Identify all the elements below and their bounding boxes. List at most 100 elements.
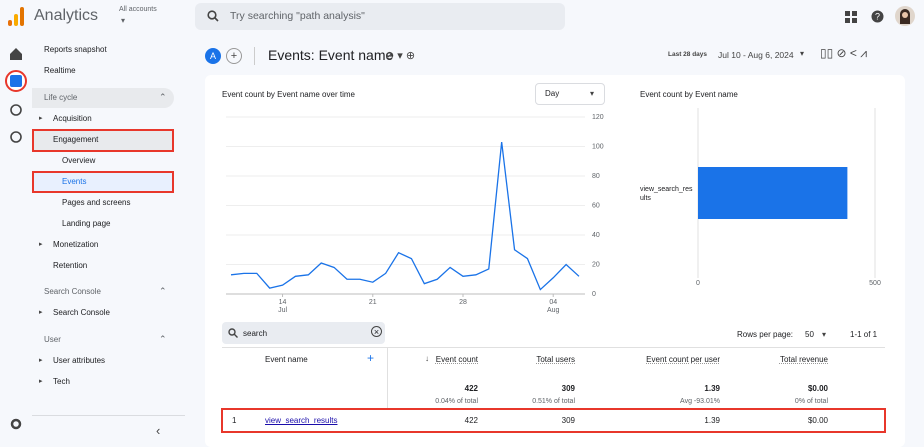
nav-item[interactable]: Retention (53, 261, 88, 270)
svg-text:?: ? (875, 11, 880, 21)
granularity-dropdown[interactable] (535, 83, 605, 105)
table-search[interactable] (222, 322, 385, 344)
nav-item[interactable]: Realtime (44, 66, 76, 75)
nav-item[interactable]: Reports snapshot (44, 45, 107, 54)
row-index: 1 (232, 416, 237, 425)
search-placeholder: Try searching "path analysis" (230, 10, 365, 22)
home-icon[interactable] (10, 48, 22, 60)
rows-caret[interactable]: ▾ (822, 330, 827, 339)
section-header: Search Console (44, 287, 101, 296)
y-tick-label: 80 (592, 173, 600, 180)
dropdown-caret[interactable]: ▾ (590, 89, 595, 98)
title-icons[interactable]: ⊘ ▾ ⊕ (385, 50, 416, 62)
nav-item[interactable]: Tech (53, 377, 70, 386)
add-dimension[interactable]: + (367, 351, 375, 365)
cell: 1.39 (704, 416, 720, 425)
pagination: 1-1 of 1 (850, 330, 878, 339)
table-search-text[interactable]: search (243, 329, 268, 338)
toolbar-icons[interactable]: ▯▯ ⊘ < ⩘ (820, 46, 868, 60)
nav-item[interactable]: User attributes (53, 356, 106, 365)
comparison-avatar[interactable]: A (205, 48, 221, 64)
x-tick-label: 21 (369, 299, 377, 306)
total-note: 0.04% of total (435, 398, 478, 405)
search-box[interactable] (195, 3, 565, 30)
y-tick-label: 40 (592, 232, 600, 239)
total-note: 0.51% of total (532, 398, 575, 405)
section-caret: ⌃ (159, 92, 167, 102)
account-selector[interactable]: All accounts (119, 6, 157, 13)
nav-selected-bg (34, 173, 172, 192)
column-header[interactable]: Event name (265, 355, 308, 364)
nav-item[interactable]: Search Console (53, 308, 110, 317)
nav-item[interactable]: Landing page (62, 219, 111, 228)
x-tick-label: 28 (459, 299, 467, 306)
total-value: 422 (464, 384, 478, 393)
line-series (230, 141, 580, 291)
rows-per-page-label: Rows per page: (737, 330, 794, 339)
cell: 309 (561, 416, 575, 425)
granularity-value[interactable]: Day (545, 89, 560, 98)
report-card (205, 75, 905, 447)
nav-arrow: ▸ (39, 309, 43, 316)
table-rule (387, 347, 388, 409)
add-comparison[interactable]: + (226, 48, 242, 64)
section-caret: ⌃ (159, 286, 167, 296)
x-tick-label: 04 (549, 299, 557, 306)
highlight-row (221, 408, 886, 433)
y-tick-label: 0 (592, 291, 596, 298)
line-chart-title: Event count by Event name over time (222, 90, 355, 99)
y-tick-label: 120 (592, 114, 604, 121)
nav-arrow: ▸ (39, 357, 43, 364)
nav-arrow: ▸ (39, 115, 43, 122)
divider (254, 47, 255, 65)
column-header[interactable]: Total users (536, 355, 575, 364)
section-header: User (44, 335, 61, 344)
column-header[interactable]: Total revenue (779, 355, 828, 364)
section-caret: ⌃ (159, 334, 167, 344)
bar (698, 167, 848, 219)
search-icon (207, 10, 219, 22)
date-range[interactable]: Jul 10 - Aug 6, 2024 (718, 50, 794, 60)
reports-icon[interactable] (10, 75, 22, 87)
logo (8, 7, 24, 26)
nav-item[interactable]: Acquisition (53, 114, 92, 123)
help-icon[interactable]: ? (871, 10, 884, 23)
column-header[interactable]: Event count per user (646, 355, 720, 364)
nav-arrow: ▸ (39, 241, 43, 248)
nav-item[interactable]: Overview (62, 156, 96, 165)
advertising-icon[interactable] (10, 131, 22, 143)
column-header[interactable]: Event count (435, 355, 478, 364)
sort-arrow: ↓ (425, 354, 429, 363)
section-header: Life cycle (44, 93, 78, 102)
date-caret[interactable]: ▾ (800, 49, 805, 58)
nav-item[interactable]: Pages and screens (62, 198, 131, 207)
nav-item[interactable]: Events (62, 177, 87, 186)
x-tick-month: Jul (278, 307, 287, 314)
profile-avatar[interactable] (895, 6, 915, 26)
apps-icon[interactable] (845, 11, 857, 23)
x-tick-label: 500 (869, 280, 881, 287)
x-tick-label: 14 (279, 299, 287, 306)
bar-category-label: view_search_results (640, 186, 693, 202)
explore-icon[interactable] (10, 104, 22, 116)
table-search-icon (228, 328, 238, 338)
settings-icon[interactable] (10, 418, 22, 430)
highlight-events (32, 171, 174, 193)
clear-search[interactable]: × (371, 326, 382, 337)
total-value: 309 (561, 384, 575, 393)
bar-chart-title: Event count by Event name (640, 90, 738, 99)
rows-per-page[interactable]: 50 (805, 330, 814, 339)
y-tick-label: 60 (592, 202, 600, 209)
account-caret[interactable]: ▾ (121, 16, 126, 25)
nav-item[interactable]: Monetization (53, 240, 99, 249)
total-value: 1.39 (704, 384, 720, 393)
collapse-button[interactable]: ‹ (156, 423, 161, 438)
nav-item[interactable]: Engagement (53, 135, 99, 144)
icon-rail (5, 48, 27, 430)
row-link[interactable]: view_search_results (265, 416, 338, 425)
date-range-label[interactable]: Last 28 days (668, 51, 708, 58)
highlight-engagement (32, 129, 174, 152)
total-value: $0.00 (807, 384, 828, 393)
nav-arrow: ▸ (39, 378, 43, 385)
